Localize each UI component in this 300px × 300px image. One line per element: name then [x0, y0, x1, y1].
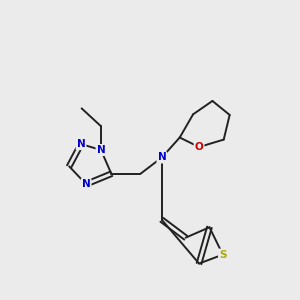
Text: N: N	[77, 139, 85, 149]
Text: S: S	[219, 250, 226, 260]
Text: N: N	[158, 152, 166, 162]
Text: O: O	[195, 142, 203, 152]
Text: N: N	[97, 145, 105, 155]
Text: N: N	[82, 179, 91, 189]
